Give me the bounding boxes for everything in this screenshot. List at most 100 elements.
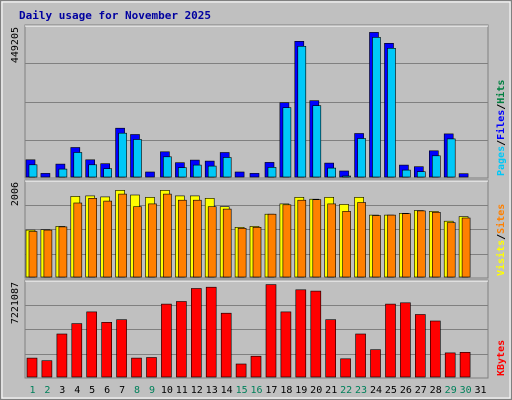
bar-pages [88,164,97,178]
x-tick-label: 4 [74,385,80,396]
bar-sites [237,228,247,278]
x-tick-label: 5 [89,385,95,396]
x-tick-label: 23 [355,385,367,396]
bar-sites [118,193,127,278]
bar-sites [222,208,232,278]
bar-kbytes [116,319,127,378]
bar-pages [73,152,83,178]
bar-kbytes [355,333,366,378]
x-tick-label: 30 [460,385,472,396]
bar-pages [58,168,68,178]
bar-pages [282,107,292,178]
bar-files [249,173,260,178]
bar-sites [431,212,441,278]
bar-kbytes [235,363,247,378]
bar-kbytes [250,355,262,378]
bar-sites [387,214,396,278]
bar-kbytes [340,358,351,378]
bar-pages [446,138,456,178]
chart-title: Daily usage for November 2025 [19,9,211,22]
bar-files [234,171,245,178]
x-tick-label: 27 [415,385,427,396]
bar-pages [28,164,38,178]
bar-kbytes [400,302,411,378]
panel-legend: Visits/Sites [495,204,507,276]
bar-kbytes [41,360,53,378]
bar-kbytes [370,349,381,378]
x-tick-label: 29 [445,385,457,396]
x-tick-label: 7 [119,385,125,396]
bar-sites [28,231,38,278]
bar-pages [207,165,217,178]
bar-kbytes [280,311,292,378]
legend-separator: / [496,104,507,110]
legend-hits: Hits [495,80,507,104]
panel-legend: KBytes [496,340,507,376]
bar-pages [327,167,337,178]
bar-kbytes [205,286,217,378]
bar-sites [372,215,381,278]
panel-box [24,24,489,179]
bar-kbytes [191,288,202,378]
bar-pages [267,167,277,178]
bar-files [40,173,51,178]
bar-sites [282,204,292,278]
x-tick-label: 16 [250,385,262,396]
bar-sites [297,199,307,278]
bar-kbytes [444,352,456,378]
x-tick-label: 26 [400,385,412,396]
bar-pages [431,155,441,178]
bar-files [458,173,469,178]
x-tick-label: 2 [44,385,50,396]
bar-sites [43,229,53,278]
bar-kbytes [310,290,322,378]
bar-kbytes [295,289,307,378]
legend-pages: Pages [496,146,507,176]
bar-kbytes [429,320,441,378]
bar-kbytes [459,351,471,378]
bar-sites [342,211,351,278]
bar-sites [103,200,112,278]
x-tick-label: 3 [59,385,65,396]
panel-legend: Pages/Files/Hits [495,80,507,176]
x-tick-label: 15 [236,385,248,396]
bar-kbytes [176,301,187,378]
bar-sites [252,227,262,278]
bar-sites [357,202,366,278]
bar-pages [297,45,307,178]
x-tick-label: 18 [280,385,292,396]
bar-sites [446,222,456,278]
bar-kbytes [131,357,142,378]
bar-pages [118,132,127,178]
bar-pages [133,139,142,178]
bar-pages [163,156,172,178]
bar-sites [148,203,157,278]
bar-kbytes [220,312,232,378]
x-tick-label: 22 [340,385,352,396]
bar-kbytes [56,333,68,378]
legend-files: Files [495,110,507,140]
panel-kbytes: 7221087 KBytes [10,279,507,379]
bar-pages [222,157,232,178]
x-tick-label: 11 [176,385,188,396]
x-tick-label: 12 [191,385,203,396]
y-axis-max-label: 7221087 [10,282,21,324]
x-tick-label: 1 [29,385,35,396]
bar-kbytes [146,357,157,378]
legend-kbytes: KBytes [496,340,507,376]
bar-pages [372,37,381,178]
bar-sites [193,199,202,278]
x-tick-label: 17 [265,385,277,396]
x-tick-label: 14 [221,385,233,396]
x-tick-label: 13 [206,385,218,396]
bar-pages [312,105,322,178]
bar-pages [193,164,202,178]
x-tick-label: 31 [474,385,486,396]
x-tick-label: 21 [325,385,337,396]
bar-sites [327,203,337,278]
x-tick-label: 25 [385,385,397,396]
legend-separator: / [496,234,507,240]
bar-sites [163,193,172,278]
bar-sites [133,206,142,278]
